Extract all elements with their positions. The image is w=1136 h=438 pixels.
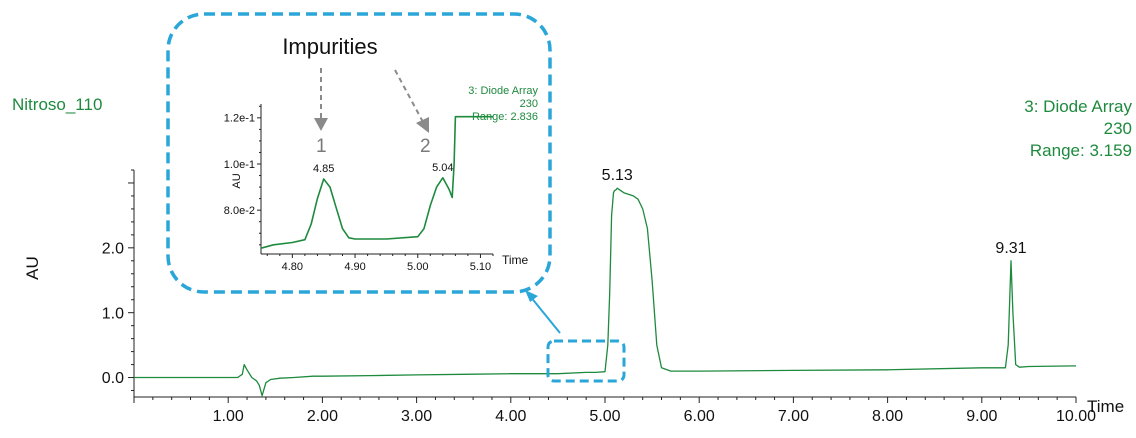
impurity-arrow-2 (394, 69, 424, 123)
inset-channel-line-3: Range: 2.836 (472, 111, 538, 123)
x-tick-label: 4.00 (495, 408, 526, 425)
inset-y-axis-label: AU (231, 173, 243, 188)
peak-label: 9.31 (995, 240, 1026, 257)
main-peak-labels: 5.13 9.31 (602, 167, 1027, 257)
y-tick-label: 2.0 (102, 240, 124, 257)
series-line (134, 187, 1077, 397)
x-tick-label: 2.00 (307, 408, 338, 425)
y-tick-label: 8.0e-2 (224, 205, 255, 217)
impurity-arrowhead-2 (416, 117, 429, 133)
main-ticks: 1.00 2.00 3.00 4.00 5.00 6.00 7.00 8.00 9.00 10.0… (102, 169, 1096, 425)
impurity-marker-2: 2 (420, 136, 431, 157)
x-tick-label: 4.80 (282, 261, 303, 273)
inset-callout-box (166, 12, 552, 294)
inset-title: Impurities (282, 34, 377, 59)
x-tick-label: 1.00 (213, 408, 244, 425)
x-tick-label: 5.00 (589, 408, 620, 425)
y-tick-label: 1.0e-1 (224, 159, 255, 171)
x-tick-label: 10.00 (1056, 408, 1096, 425)
peak-label: 4.85 (313, 163, 334, 175)
y-axis-label: AU (23, 256, 42, 280)
inset-x-axis-label: Time (502, 253, 529, 267)
highlight-box (546, 339, 626, 383)
x-tick-label: 8.00 (872, 408, 903, 425)
series-line (260, 115, 493, 249)
inset-peak-labels: 4.85 5.04 (313, 162, 454, 175)
inset-channel-line-1: 3: Diode Array (468, 85, 538, 97)
x-tick-label: 4.90 (344, 261, 365, 273)
peak-label: 5.13 (602, 167, 633, 184)
connector-line (529, 295, 561, 334)
inset-series (260, 115, 493, 249)
peak-label: 5.04 (432, 162, 453, 174)
channel-label-line-1: 3: Diode Array (1024, 97, 1132, 116)
y-tick-label: 1.0 (102, 305, 124, 322)
connector-arrowhead (525, 290, 538, 302)
x-tick-label: 5.10 (470, 261, 491, 273)
y-tick-label: 0.0 (102, 370, 124, 387)
x-tick-label: 6.00 (684, 408, 715, 425)
x-tick-label: 7.00 (778, 408, 809, 425)
x-axis-label: Time (1087, 397, 1124, 416)
channel-label-line-3: Range: 3.159 (1030, 141, 1132, 160)
inset-ticks: 4.80 4.90 5.00 5.10 8.0e-2 1.0e-1 1.2e-1 (224, 105, 494, 273)
main-series (134, 187, 1077, 397)
channel-label-line-2: 230 (1104, 119, 1132, 138)
x-tick-label: 3.00 (401, 408, 432, 425)
x-tick-label: 9.00 (966, 408, 997, 425)
impurity-arrowhead-1 (314, 118, 328, 131)
sample-name: Nitroso_110 (12, 95, 102, 114)
y-tick-label: 1.2e-1 (224, 113, 255, 125)
impurity-marker-1: 1 (316, 136, 327, 157)
inset-channel-line-2: 230 (520, 98, 538, 110)
x-tick-label: 5.00 (407, 261, 428, 273)
